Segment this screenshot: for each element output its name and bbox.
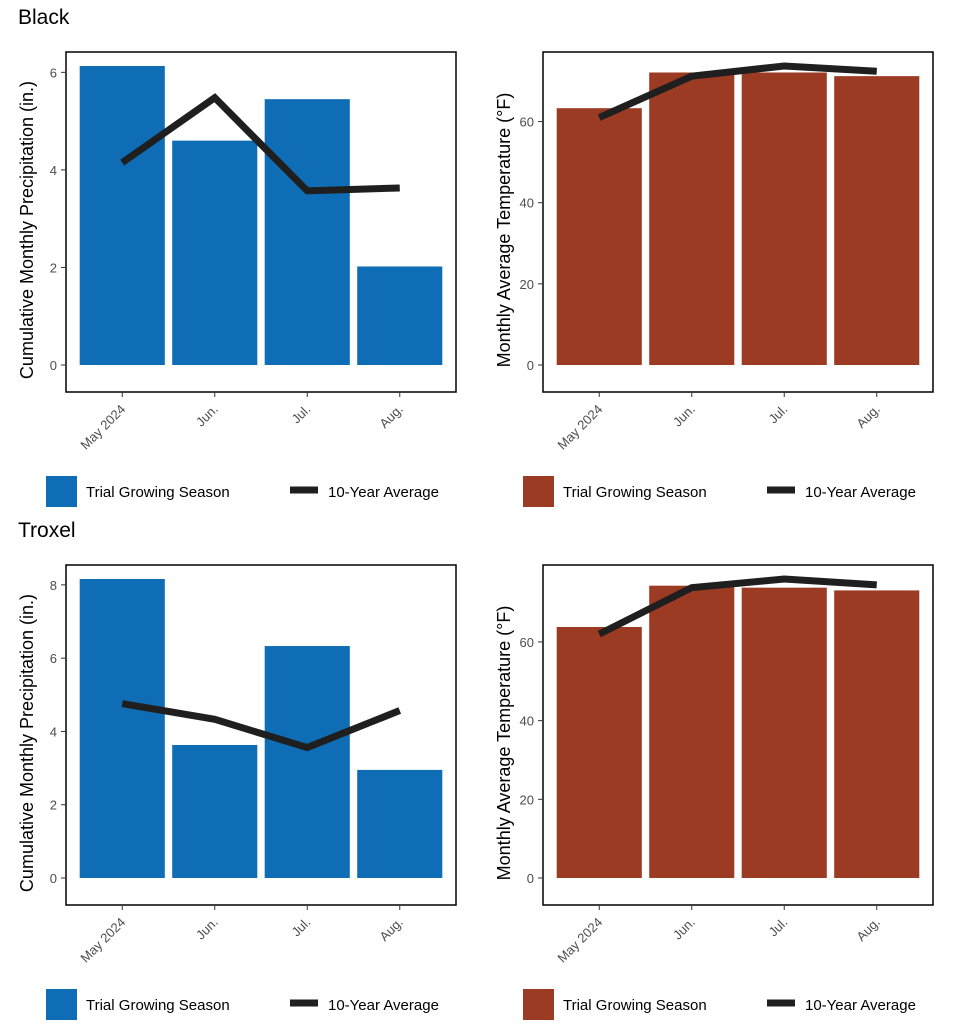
legend-label-bar: Trial Growing Season xyxy=(86,484,230,501)
x-tick-label: May 2024 xyxy=(77,402,128,453)
bar-aug xyxy=(357,266,443,365)
y-tick-label: 4 xyxy=(50,724,57,739)
y-tick-label: 6 xyxy=(50,651,57,666)
bar-may-2024 xyxy=(556,626,642,878)
legend-swatch-bar xyxy=(523,989,554,1020)
y-tick-label: 0 xyxy=(527,358,534,373)
x-tick-label: Jul. xyxy=(288,402,313,427)
bar-jun xyxy=(172,744,258,878)
x-tick-label: Jun. xyxy=(193,915,221,943)
bar-jun xyxy=(649,585,735,878)
y-tick-label: 2 xyxy=(50,798,57,813)
ten-year-average-line xyxy=(120,93,400,195)
troxel-temperature-chart: 0 20 40 60 May 2024 Jun. Jul. Aug. Monthly Avera… xyxy=(494,564,934,1020)
y-axis-label: Monthly Average Temperature (°F) xyxy=(494,606,514,881)
legend-swatch-bar xyxy=(523,476,554,507)
y-tick-label: 0 xyxy=(527,871,534,886)
bar-jul xyxy=(264,646,350,878)
bar-jun xyxy=(649,72,735,365)
y-axis-label: Cumulative Monthly Precipitation (in.) xyxy=(17,81,37,379)
legend-swatch-bar xyxy=(46,476,77,507)
legend-label-bar: Trial Growing Season xyxy=(563,484,707,501)
legend-label-bar: Trial Growing Season xyxy=(563,997,707,1014)
y-tick-label: 0 xyxy=(50,358,57,373)
x-tick-label: Jul. xyxy=(765,915,790,940)
x-tick-label: Aug. xyxy=(853,915,883,945)
plot-frame xyxy=(65,51,457,393)
ten-year-average-line xyxy=(597,62,877,121)
y-tick-label: 60 xyxy=(520,115,534,130)
bar-aug xyxy=(834,76,920,366)
x-tick-label: Jun. xyxy=(670,915,698,943)
ten-year-average-line xyxy=(597,575,877,638)
plot-frame xyxy=(65,564,457,906)
x-tick-label: Jul. xyxy=(288,915,313,940)
bar-jul xyxy=(741,587,827,878)
y-tick-label: 8 xyxy=(50,578,57,593)
bar-jun xyxy=(172,140,258,365)
section-title-black: Black xyxy=(18,6,70,29)
plot-frame xyxy=(542,564,934,906)
legend-label-line: 10-Year Average xyxy=(328,997,439,1014)
legend-label-line: 10-Year Average xyxy=(328,484,439,501)
legend-label-line: 10-Year Average xyxy=(805,997,916,1014)
y-tick-label: 2 xyxy=(50,260,57,275)
bar-jul xyxy=(741,72,827,365)
x-tick-label: Aug. xyxy=(853,402,883,432)
legend-label-bar: Trial Growing Season xyxy=(86,997,230,1014)
y-tick-label: 60 xyxy=(520,635,534,650)
bar-may-2024 xyxy=(79,66,165,365)
x-tick-label: Aug. xyxy=(376,915,406,945)
y-tick-label: 20 xyxy=(520,277,534,292)
bar-aug xyxy=(834,590,920,878)
black-temperature-chart: 0 20 40 60 May 2024 Jun. Jul. Aug. Monthly Avera… xyxy=(494,51,934,507)
y-tick-label: 0 xyxy=(50,871,57,886)
y-tick-label: 4 xyxy=(50,163,57,178)
bar-may-2024 xyxy=(79,579,165,878)
bar-jul xyxy=(264,99,350,365)
y-tick-label: 40 xyxy=(520,196,534,211)
legend-swatch-bar xyxy=(46,989,77,1020)
y-tick-label: 6 xyxy=(50,65,57,80)
bar-may-2024 xyxy=(556,108,642,365)
x-tick-label: Aug. xyxy=(376,402,406,432)
y-tick-label: 40 xyxy=(520,714,534,729)
x-tick-label: May 2024 xyxy=(77,915,128,966)
y-tick-label: 20 xyxy=(520,792,534,807)
plot-frame xyxy=(542,51,934,393)
x-tick-label: Jun. xyxy=(670,402,698,430)
black-precipitation-chart: 0 2 4 6 May 2024 Jun. Jul. Aug. Cumulative Month… xyxy=(17,51,457,507)
bar-aug xyxy=(357,769,443,878)
y-axis-label: Cumulative Monthly Precipitation (in.) xyxy=(17,594,37,892)
x-tick-label: Jun. xyxy=(193,402,221,430)
x-tick-label: May 2024 xyxy=(554,402,605,453)
section-title-troxel: Troxel xyxy=(18,519,76,542)
legend-label-line: 10-Year Average xyxy=(805,484,916,501)
troxel-precipitation-chart: 0 2 4 6 8 May 2024 Jun. Jul. Aug. Cumulative Mont… xyxy=(17,564,457,1020)
x-tick-label: May 2024 xyxy=(554,915,605,966)
ten-year-average-line xyxy=(121,700,402,752)
x-tick-label: Jul. xyxy=(765,402,790,427)
y-axis-label: Monthly Average Temperature (°F) xyxy=(494,93,514,368)
